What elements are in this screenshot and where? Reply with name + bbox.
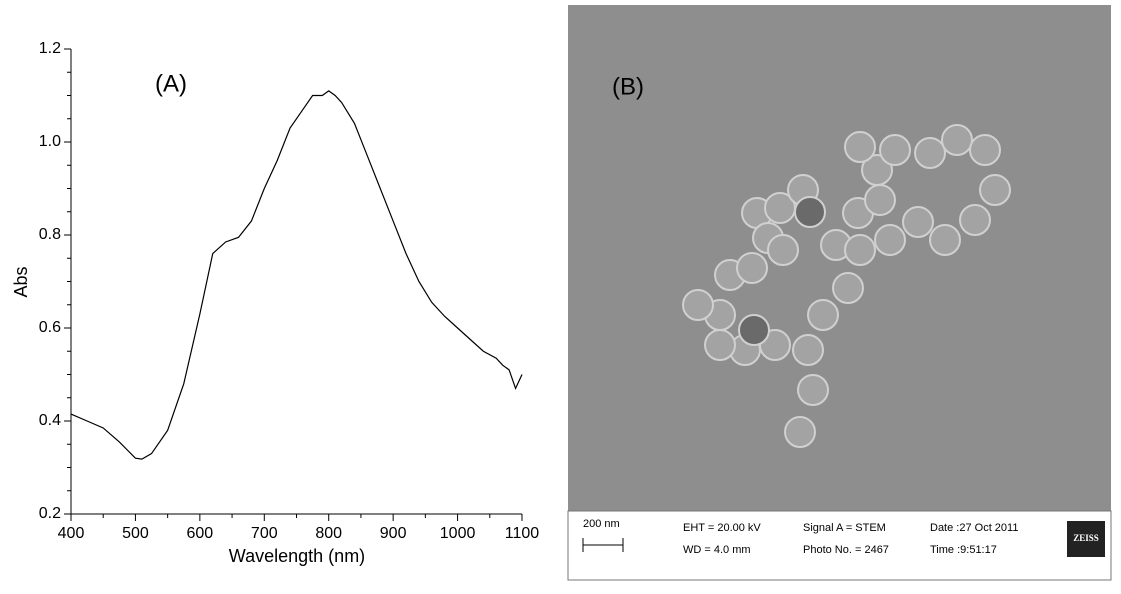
panel-b: (B) 200 nm EHT = 20.00 kV WD = 4.0 mm Si… <box>567 5 1112 581</box>
particle <box>941 124 973 156</box>
scale-label: 200 nm <box>583 518 620 530</box>
particle <box>792 334 824 366</box>
info-text: Date :27 Oct 2011 <box>930 522 1018 534</box>
logo: ZEISS <box>1073 533 1099 543</box>
x-tick-label: 1100 <box>505 525 540 542</box>
y-tick-label: 1.0 <box>39 133 61 150</box>
x-tick-label: 1000 <box>440 525 476 542</box>
data-line <box>70 90 523 460</box>
particle <box>844 131 876 163</box>
particle <box>929 224 961 256</box>
particle <box>861 154 893 186</box>
x-tick-label: 500 <box>122 525 149 542</box>
info-text: Time :9:51:17 <box>930 544 997 556</box>
particles <box>682 124 1011 448</box>
particle <box>959 204 991 236</box>
y-tick-label: 0.2 <box>39 505 61 522</box>
particle <box>902 206 934 238</box>
x-tick-label: 600 <box>187 525 214 542</box>
particle <box>704 329 736 361</box>
x-tick-label: 800 <box>315 525 342 542</box>
info-text: WD = 4.0 mm <box>683 544 751 556</box>
y-tick-label: 0.6 <box>39 319 61 336</box>
y-axis-label: Abs <box>11 266 31 297</box>
x-tick-label: 400 <box>58 525 85 542</box>
particle <box>682 289 714 321</box>
panel-label: (A) <box>155 70 187 97</box>
particle <box>914 137 946 169</box>
particle <box>864 184 896 216</box>
particle <box>874 224 906 256</box>
particle <box>844 234 876 266</box>
particle <box>979 174 1011 206</box>
particle <box>736 252 768 284</box>
scale-bar <box>582 538 624 552</box>
info-bar <box>567 510 1112 581</box>
particle <box>794 196 826 228</box>
info-text: Signal A = STEM <box>803 522 886 534</box>
info-text: EHT = 20.00 kV <box>683 522 761 534</box>
particle <box>969 134 1001 166</box>
y-tick-label: 0.8 <box>39 226 61 243</box>
x-axis-label: Wavelength (nm) <box>229 546 365 566</box>
particle <box>797 374 829 406</box>
particle <box>784 416 816 448</box>
particle <box>832 272 864 304</box>
particle <box>879 134 911 166</box>
y-tick-label: 1.2 <box>39 40 61 57</box>
panel-a: (A) Wavelength (nm) Abs 400 500 600 700 800 9… <box>11 40 540 566</box>
particle <box>767 234 799 266</box>
logo-box <box>1067 521 1105 557</box>
x-tick-label: 900 <box>380 525 407 542</box>
panel-label: (B) <box>612 73 644 100</box>
x-tick-label: 700 <box>251 525 278 542</box>
info-text: Photo No. = 2467 <box>803 544 889 556</box>
particle <box>807 299 839 331</box>
y-tick-label: 0.4 <box>39 412 61 429</box>
particle <box>738 314 770 346</box>
